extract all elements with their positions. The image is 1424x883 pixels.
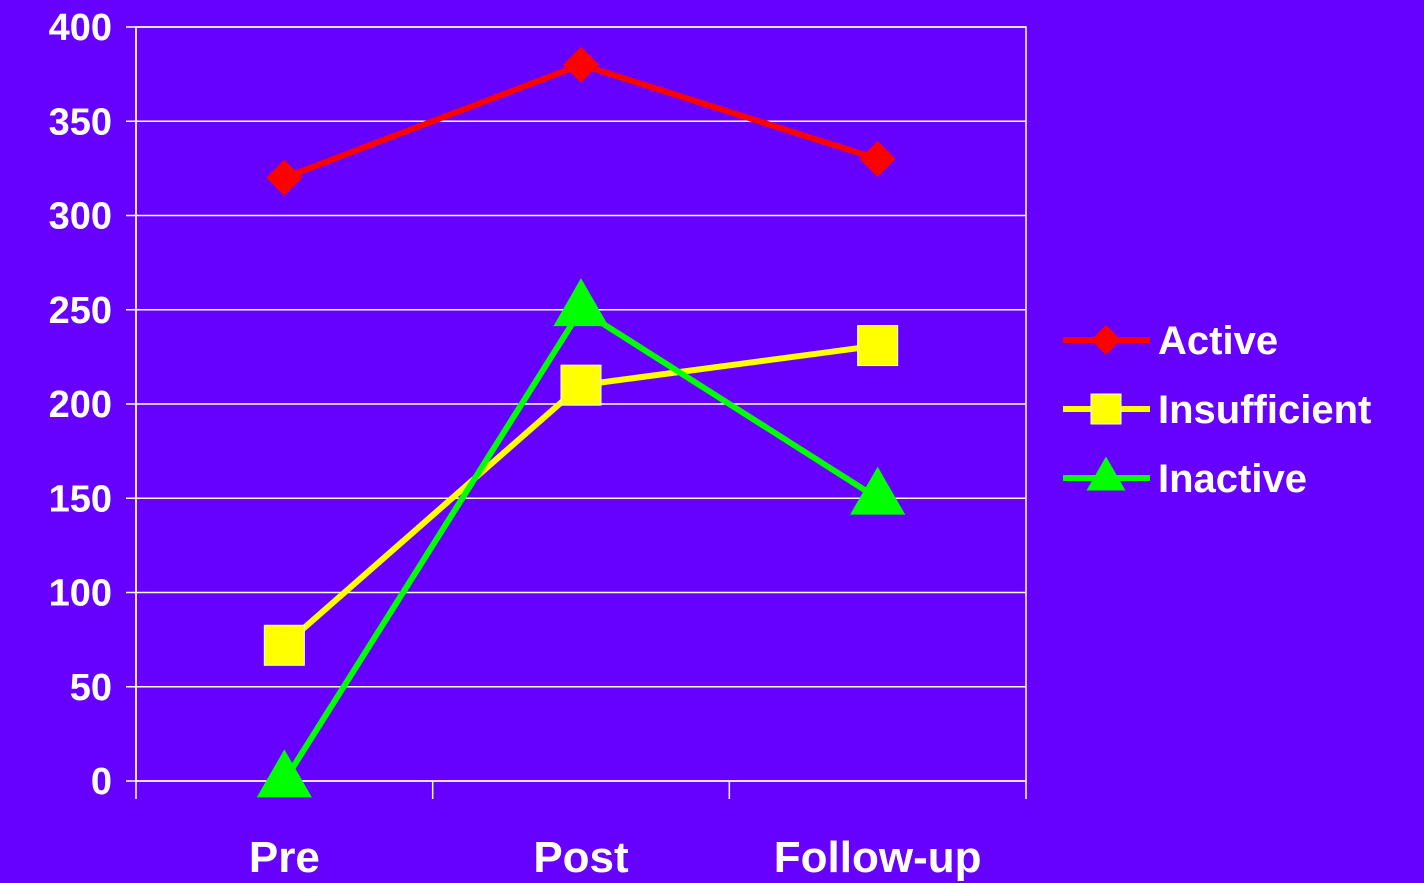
data-point-square <box>1090 393 1122 425</box>
data-point-triangle <box>256 749 312 798</box>
y-tick-label: 0 <box>91 761 112 803</box>
data-point-diamond <box>266 159 303 196</box>
legend: Active Insufficient Inactive <box>1063 319 1371 501</box>
data-point-diamond <box>859 140 896 177</box>
y-tick-label: 200 <box>49 384 112 426</box>
x-axis-ticks: Pre Post Follow-up <box>135 781 1027 882</box>
data-point-triangle <box>1086 456 1126 491</box>
x-tick-label: Follow-up <box>774 833 982 882</box>
legend-label: Inactive <box>1158 457 1307 501</box>
legend-label: Insufficient <box>1158 388 1371 432</box>
series-group <box>256 46 906 798</box>
x-tick-label: Post <box>533 833 629 882</box>
data-point-square <box>263 624 305 666</box>
data-point-triangle <box>553 278 609 327</box>
x-tick-label: Pre <box>249 833 320 882</box>
data-point-diamond <box>563 46 599 83</box>
data-point-diamond <box>1091 325 1121 355</box>
y-tick-label: 300 <box>49 196 112 238</box>
y-tick-label: 400 <box>49 7 112 49</box>
y-axis-ticks: 0 50 100 150 200 250 300 350 400 <box>49 7 136 803</box>
data-point-square <box>857 325 899 367</box>
data-point-square <box>560 364 602 406</box>
data-point-triangle <box>850 466 906 515</box>
y-tick-label: 250 <box>49 290 112 332</box>
y-tick-label: 50 <box>70 667 112 709</box>
legend-label: Active <box>1158 319 1278 363</box>
y-tick-label: 150 <box>49 478 112 520</box>
y-tick-label: 350 <box>49 101 112 143</box>
y-tick-label: 100 <box>49 573 112 615</box>
